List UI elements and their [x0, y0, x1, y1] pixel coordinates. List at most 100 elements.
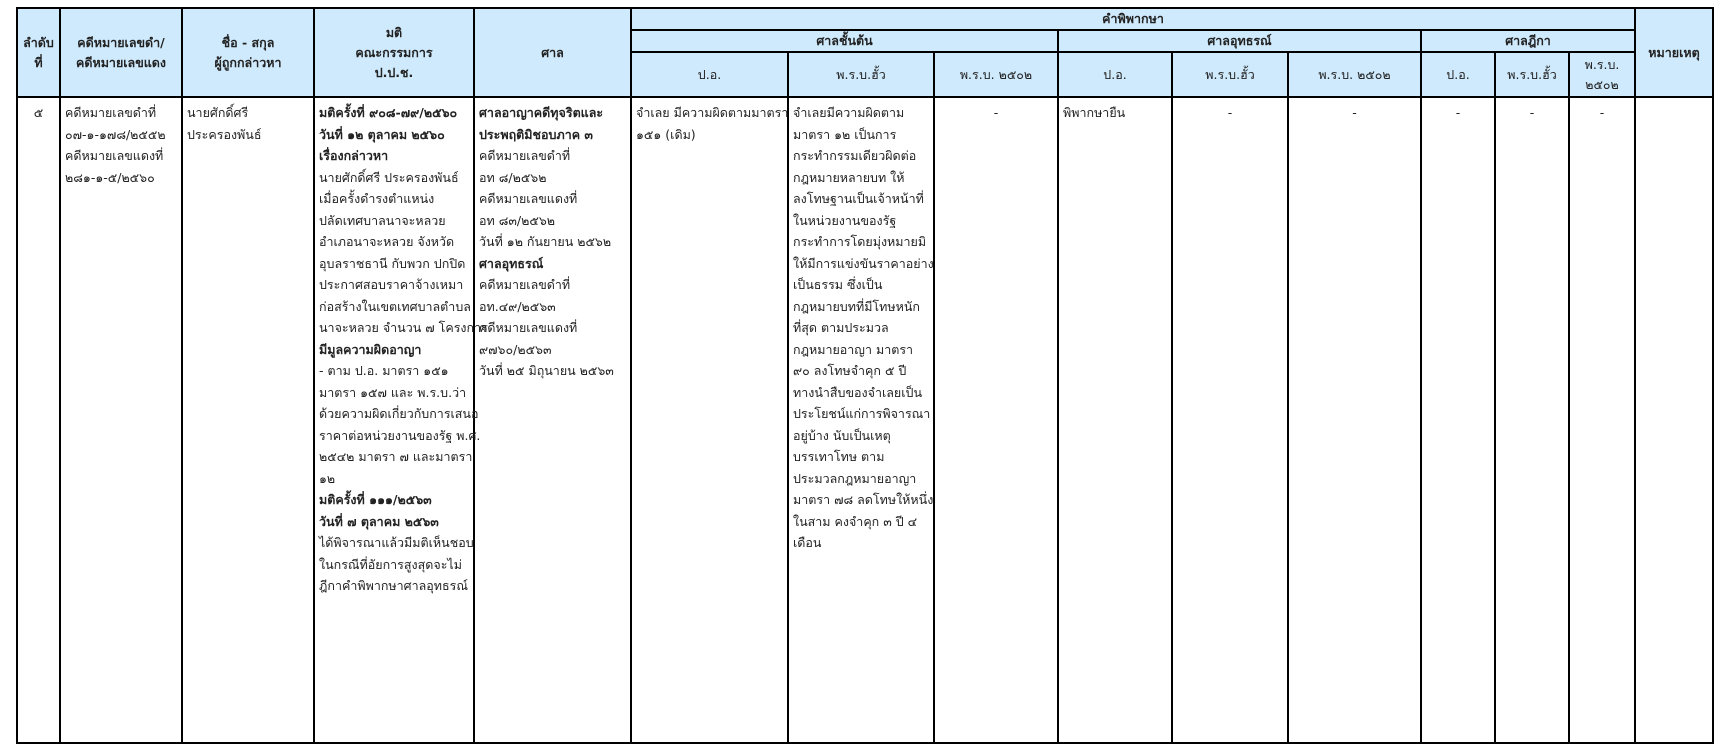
text-line: คดีหมายเลขแดงที่ [65, 148, 164, 163]
text-line: กฎหมายบทที่มีโทษหนัก [793, 298, 920, 314]
text-line: ในกรณีที่อัยการสูงสุดจะไม่ [319, 556, 462, 572]
text-line: อท ๘๓/๒๕๖๒ [479, 212, 555, 228]
text-line: ด้วยความผิดเกี่ยวกับการเสนอ [319, 406, 479, 421]
text-line: ๐๗-๑-๑๗๘/๒๕๕๒ [65, 126, 166, 142]
cell-name: นายศักดิ์ศรีประครองพันธ์ [181, 96, 315, 744]
header-remark: หมายเหตุ [1634, 7, 1714, 98]
text-line: ก่อสร้างในเขตเทศบาลตำบล [319, 298, 471, 314]
header-fi-2502: พ.ร.บ. ๒๕๐๒ [933, 51, 1059, 98]
cell-sc-2502: - [1568, 96, 1636, 744]
text-line: คดีหมายเลขแดงที่ [479, 191, 578, 206]
text-line: ๒๕๔๒ มาตรา ๗ และมาตรา [319, 449, 473, 464]
cell-sc-po: - [1420, 96, 1496, 744]
text-line: ประพฤติมิชอบภาค ๓ [479, 126, 593, 142]
header-resolution: มติ คณะกรรมการ ป.ป.ช. [313, 7, 475, 98]
text-line: ที่สุด ตามประมวล [793, 320, 889, 335]
header-sc-bid: พ.ร.บ.ฮั้ว [1494, 51, 1570, 98]
text-line: อำเภอนาจะหลวย จังหวัด [319, 234, 455, 249]
cell-fi-2502: - [933, 96, 1059, 744]
text-line: มาตรา ๑๕๗ และ พ.ร.บ.ว่า [319, 384, 467, 400]
header-sc-po: ป.อ. [1420, 51, 1496, 98]
text-line: อท ๘/๒๕๖๒ [479, 169, 547, 185]
text-line: ฎีกาคำพิพากษาศาลอุทธรณ์ [319, 578, 468, 593]
table-row: ๕ คดีหมายเลขดำที่ ๐๗-๑-๑๗๘/๒๕๕๒ คดีหมายเลข… [16, 96, 1714, 744]
header-no: ลำดับ ที่ [16, 7, 61, 98]
cell-sc-bid: - [1494, 96, 1570, 744]
header-first-instance: ศาลชั้นต้น [630, 29, 1059, 53]
header-appeal: ศาลอุทธรณ์ [1057, 29, 1422, 53]
cell-court: ศาลอาญาคดีทุจริตและประพฤติมิชอบภาค ๓คดีห… [473, 96, 632, 744]
text-line: เรื่องกล่าวหา [319, 148, 389, 163]
text-line: วันที่ ๒๕ มิถุนายน ๒๕๖๓ [479, 363, 614, 378]
text-line: ทางนำสืบของจำเลยเป็น [793, 384, 922, 400]
text-line: ๒๘๑-๑-๕/๒๕๖๐ [65, 169, 155, 185]
header-name: ชื่อ - สกุล ผู้ถูกกล่าวหา [181, 7, 315, 98]
text-line: มาตรา ๑๒ เป็นการ [793, 126, 897, 142]
text-line: เป็นธรรม ซึ่งเป็น [793, 277, 883, 292]
text-line: ได้พิจารณาแล้วมีมติเห็นชอบ [319, 535, 474, 550]
cell-fi-bid: จำเลยมีความผิดตามมาตรา ๑๒ เป็นการกระทำกร… [787, 96, 935, 744]
header-supreme: ศาลฎีกา [1420, 29, 1636, 53]
cell-remark [1634, 96, 1714, 744]
header-judgment: คำพิพากษา [630, 7, 1636, 31]
cell-fi-po: จำเลย มีความผิดตามมาตรา๑๕๑ (เดิม) [630, 96, 789, 744]
text-line: ประกาศสอบราคาจ้างเหมา [319, 277, 464, 292]
text-line: บรรเทาโทษ ตาม [793, 449, 885, 464]
header-fi-bid: พ.ร.บ.ฮั้ว [787, 51, 935, 98]
text-line: ลงโทษฐานเป็นเจ้าหน้าที่ [793, 191, 924, 206]
cell-resolution: มติครั้งที่ ๙๐๘-๗๙/๒๕๖๐วันที่ ๑๒ ตุลาคม … [313, 96, 488, 744]
text-line: อท.๔๙/๒๕๖๓ [479, 298, 556, 314]
text-line: คดีหมายเลขดำที่ [479, 148, 571, 163]
text-line: ๑๕๑ (เดิม) [636, 126, 696, 142]
text-line: ๙๐ ลงโทษจำคุก ๕ ปี [793, 363, 907, 378]
header-ap-2502: พ.ร.บ. ๒๕๐๒ [1287, 51, 1422, 98]
cell-case-no: คดีหมายเลขดำที่๐๗-๑-๑๗๘/๒๕๕๒คดีหมายเลขแด… [59, 96, 183, 744]
text-line: ปลัดเทศบาลนาจะหลวย [319, 212, 446, 228]
text-line: กฎหมายหลายบท ให้ [793, 169, 905, 185]
text-line: ประมวลกฎหมายอาญา [793, 470, 917, 486]
text-line: นายศักดิ์ศรี [187, 105, 249, 120]
text-line: ๙๗๖๐/๒๕๖๓ [479, 341, 552, 357]
text-line: คดีหมายเลขดำที่ [479, 277, 571, 292]
text-line: จำเลย มีความผิดตามมาตรา [636, 105, 789, 120]
text-line: วันที่ ๑๒ กันยายน ๒๕๖๒ [479, 234, 612, 249]
cell-ap-po: พิพากษายืน [1057, 96, 1173, 744]
text-line: กระทำการโดยมุ่งหมายมิ [793, 234, 927, 249]
header-court: ศาล [473, 7, 632, 98]
text-line: คดีหมายเลขดำที่ [65, 105, 157, 120]
text-line: ประครองพันธ์ [187, 126, 262, 142]
text-line: วันที่ ๑๒ ตุลาคม ๒๕๖๐ [319, 126, 445, 142]
text-line: กระทำกรรมเดียวผิดต่อ [793, 148, 917, 163]
text-line: - ตาม ป.อ. มาตรา ๑๕๑ [319, 363, 449, 378]
cell-ap-2502: - [1287, 96, 1422, 744]
text-line: มติครั้งที่ ๑๑๑/๒๕๖๓ [319, 492, 432, 507]
text-line: ในหน่วยงานของรัฐ [793, 212, 897, 228]
text-line: อยู่บ้าง นับเป็นเหตุ [793, 427, 891, 443]
cell-no: ๕ [16, 96, 61, 744]
header-sc-2502: พ.ร.บ. ๒๕๐๒ [1568, 51, 1636, 98]
text-line: ๑๒ [319, 470, 336, 486]
text-line: เดือน [793, 535, 822, 550]
text-line: นายศักดิ์ศรี ประครองพันธ์ [319, 169, 459, 185]
text-line: จำเลยมีความผิดตาม [793, 105, 905, 120]
text-line: คดีหมายเลขแดงที่ [479, 320, 578, 335]
text-line: ในสาม คงจำคุก ๓ ปี ๔ [793, 513, 918, 529]
text-line: ศาลอุทธรณ์ [479, 255, 544, 271]
text-line: ราคาต่อหน่วยงานของรัฐ พ.ศ. [319, 427, 481, 443]
header-ap-po: ป.อ. [1057, 51, 1173, 98]
text-line: มติครั้งที่ ๙๐๘-๗๙/๒๕๖๐ [319, 105, 458, 120]
text-line: เมื่อครั้งดำรงตำแหน่ง [319, 191, 435, 206]
text-line: มีมูลความผิดอาญา [319, 341, 422, 357]
text-line: มาตรา ๗๘ ลดโทษให้หนึ่ง [793, 492, 934, 507]
header-case-no: คดีหมายเลขดำ/คดีหมายเลขแดง [59, 7, 183, 98]
text-line: อุบลราชธานี กับพวก ปกปิด [319, 255, 466, 271]
case-table: ลำดับ ที่ คดีหมายเลขดำ/คดีหมายเลขแดง ชื่… [16, 7, 1714, 744]
text-line: ให้มีการแข่งขันราคาอย่าง [793, 255, 934, 271]
cell-ap-bid: - [1171, 96, 1289, 744]
text-line: ประโยชน์แก่การพิจารณา [793, 406, 931, 421]
text-line: นาจะหลวย จำนวน ๗ โครงการ [319, 320, 488, 335]
header-fi-po: ป.อ. [630, 51, 789, 98]
text-line: ศาลอาญาคดีทุจริตและ [479, 105, 604, 120]
header-ap-bid: พ.ร.บ.ฮั้ว [1171, 51, 1289, 98]
text-line: วันที่ ๗ ตุลาคม ๒๕๖๓ [319, 513, 439, 529]
